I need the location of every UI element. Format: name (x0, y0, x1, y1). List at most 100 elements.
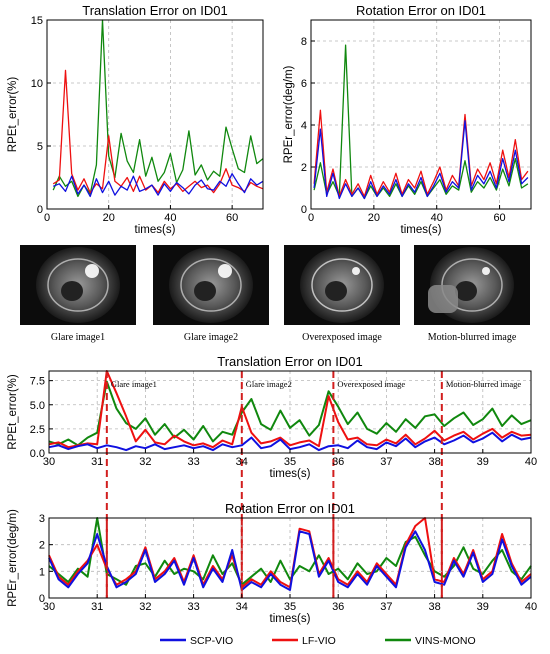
blurred-hand (428, 285, 458, 313)
x-tick-label: 31 (91, 601, 103, 613)
y-tick-label: 2 (39, 540, 45, 552)
plot-frame (310, 19, 532, 210)
series-line-lf-vio (48, 517, 532, 589)
chart-1: 0 20 40 60 0 2 4 6 8 Rotation Error on ID01 times(… (283, 3, 532, 236)
glare-spot (85, 264, 99, 278)
y-tick-label: 1 (39, 566, 45, 578)
x-tick-label: 40 (525, 601, 537, 613)
x-axis-label: times(s) (270, 613, 311, 625)
plot-frame (46, 19, 264, 210)
photo-strip: Glare image1 Glare image2 Overexposed imag… (20, 245, 530, 343)
y-tick-label: 4 (301, 120, 307, 132)
y-tick-label: 0 (301, 204, 307, 216)
y-tick-label: 6 (301, 78, 307, 90)
center-dark-spot (194, 281, 216, 301)
y-tick-label: 8 (301, 36, 307, 48)
x-tick-label: 31 (91, 456, 103, 468)
y-tick-label: 5 (37, 141, 43, 153)
x-tick-label: 38 (428, 601, 440, 613)
x-tick-label: 35 (284, 601, 296, 613)
series-line-scp-vio (48, 530, 532, 591)
glare-spot (218, 264, 232, 278)
event-label: Overexposed image (337, 379, 405, 389)
ceiling-ring (47, 258, 109, 312)
photo-2: Glare image2 (153, 245, 269, 343)
event-label: Motion-blurred image (446, 379, 522, 389)
series-line-vins-mono (313, 44, 529, 200)
y-tick-label: 5.0 (30, 400, 45, 412)
x-axis-label: times(s) (270, 468, 311, 480)
legend: SCP-VIO LF-VIO VINS-MONO (160, 635, 476, 647)
x-tick-label: 60 (493, 212, 505, 224)
legend-item: VINS-MONO (385, 635, 476, 647)
series-line-scp-vio (48, 431, 532, 452)
series-line-lf-vio (48, 370, 532, 449)
chart-3: 30 31 32 33 34 35 36 37 38 39 40 0 1 2 3 Rotation Error… (7, 501, 537, 625)
event-label: Glare image2 (246, 379, 292, 389)
chart-title: Rotation Error on ID01 (225, 501, 355, 516)
glare-spot (352, 267, 360, 275)
legend-label: LF-VIO (302, 635, 336, 647)
legend-label: SCP-VIO (190, 635, 233, 647)
y-tick-label: 3 (39, 513, 45, 525)
ceiling-ring (180, 258, 242, 312)
y-axis-label: RPEt_error(%) (7, 77, 19, 153)
center-dark-spot (325, 281, 347, 301)
y-tick-label: 0 (37, 204, 43, 216)
x-tick-label: 0 (308, 212, 314, 224)
x-tick-label: 30 (43, 601, 55, 613)
y-tick-label: 0.0 (30, 448, 45, 460)
photo-label: Motion-blurred image (428, 332, 517, 343)
legend-label: VINS-MONO (415, 635, 476, 647)
x-tick-label: 40 (431, 212, 443, 224)
photo-label: Overexposed image (302, 332, 382, 343)
series-line-scp-vio (313, 120, 529, 200)
x-tick-label: 40 (164, 212, 176, 224)
series-line-vins-mono (52, 19, 264, 198)
x-axis-label: times(s) (135, 224, 176, 236)
x-tick-label: 36 (332, 601, 344, 613)
x-tick-label: 34 (236, 601, 248, 613)
x-tick-label: 36 (332, 456, 344, 468)
legend-item: LF-VIO (272, 635, 336, 647)
series-line-scp-vio (52, 173, 264, 198)
x-tick-label: 35 (284, 456, 296, 468)
y-axis-label: RPEr_error(deg/m) (283, 65, 295, 163)
chart-title: Translation Error on ID01 (217, 354, 362, 369)
x-tick-label: 30 (43, 456, 55, 468)
x-tick-label: 20 (368, 212, 380, 224)
glare-spot (482, 267, 490, 275)
chart-2: Glare image1 Glare image2 Overexposed imag… (7, 354, 537, 598)
x-tick-label: 33 (187, 456, 199, 468)
x-tick-label: 38 (428, 456, 440, 468)
x-tick-label: 34 (236, 456, 248, 468)
x-axis-label: times(s) (401, 224, 442, 236)
photo-label: Glare image2 (184, 332, 238, 343)
series-line-lf-vio (313, 109, 529, 198)
photo-1: Glare image1 (20, 245, 136, 343)
x-tick-label: 40 (525, 456, 537, 468)
chart-0: 0 20 40 60 0 5 10 15 Translation Error on ID01 ti… (7, 3, 264, 236)
photo-3: Overexposed image (284, 245, 400, 343)
y-tick-label: 7.5 (30, 376, 45, 388)
photo-label: Glare image1 (51, 332, 105, 343)
x-tick-label: 20 (103, 212, 115, 224)
series-line-lf-vio (52, 69, 264, 194)
x-tick-label: 39 (477, 601, 489, 613)
y-axis-label: RPEt_error(%) (7, 374, 19, 450)
chart-title: Translation Error on ID01 (82, 3, 227, 18)
y-tick-label: 10 (31, 78, 43, 90)
ceiling-ring (311, 258, 373, 312)
y-tick-label: 2.5 (30, 424, 45, 436)
photo-4: Motion-blurred image (414, 245, 530, 343)
x-tick-label: 33 (187, 601, 199, 613)
y-tick-label: 0 (39, 593, 45, 605)
x-tick-label: 0 (44, 212, 50, 224)
zoom-charts: Glare image1 Glare image2 Overexposed imag… (7, 354, 537, 625)
legend-item: SCP-VIO (160, 635, 233, 647)
center-dark-spot (61, 281, 83, 301)
center-dark-spot (455, 281, 477, 301)
y-axis-label: RPEr_error(deg/m) (7, 509, 19, 607)
